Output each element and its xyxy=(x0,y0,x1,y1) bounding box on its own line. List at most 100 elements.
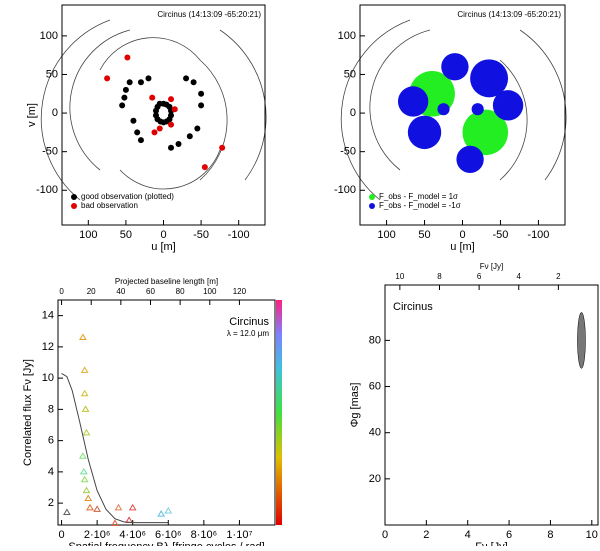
x-tick-label: -100 xyxy=(527,229,549,241)
x-tick-label: 6·10⁶ xyxy=(155,529,182,541)
point xyxy=(82,486,91,494)
x2-axis-label: Projected baseline length [m] xyxy=(115,277,218,286)
point xyxy=(137,137,144,144)
legend-marker xyxy=(369,203,375,209)
annotation: Circinus xyxy=(393,301,433,313)
point xyxy=(121,94,128,101)
y-tick-label: -100 xyxy=(36,184,58,196)
point xyxy=(122,86,129,93)
colorbar xyxy=(276,300,282,525)
annotation: Circinus xyxy=(229,316,269,328)
legend-marker xyxy=(369,194,375,200)
point xyxy=(168,144,175,151)
legend-label: bad observation xyxy=(81,201,138,210)
point xyxy=(79,467,88,475)
point xyxy=(183,75,190,82)
y-axis-label: Correlated flux Fν [Jy] xyxy=(22,359,34,466)
bubble xyxy=(397,86,429,117)
x2-tick-label: 20 xyxy=(87,287,96,296)
point xyxy=(114,503,123,511)
y-tick-label: 0 xyxy=(350,107,356,119)
point xyxy=(201,164,208,171)
point xyxy=(82,428,91,436)
plot-frame xyxy=(384,284,599,526)
model-curve xyxy=(61,373,169,524)
point xyxy=(80,389,89,397)
y-tick-label: 6 xyxy=(48,435,54,447)
x2-tick-label: 60 xyxy=(146,287,155,296)
point xyxy=(168,121,175,128)
point xyxy=(84,494,93,501)
x-tick-label: 0 xyxy=(459,229,465,241)
legend-label: F_obs - F_model = 1σ xyxy=(379,192,458,201)
point xyxy=(126,79,133,86)
point xyxy=(86,503,94,511)
x-tick-label: 4 xyxy=(465,529,471,541)
legend-label: F_obs - F_model = -1σ xyxy=(379,201,461,210)
point xyxy=(186,133,193,140)
chart-title: Circinus (14:13:09 -65:20:21) xyxy=(457,10,561,19)
y-tick-label: 20 xyxy=(369,473,381,485)
x-tick-label: 2·10⁶ xyxy=(84,529,111,541)
legend-marker xyxy=(71,194,77,200)
point xyxy=(137,79,144,86)
y-axis-label: v [m] xyxy=(26,103,38,127)
legend-label: good observation (plotted) xyxy=(81,192,174,201)
y-tick-label: 100 xyxy=(338,30,356,42)
bubble xyxy=(462,109,509,156)
point xyxy=(81,405,90,412)
x-tick-label: 50 xyxy=(418,229,430,241)
bubble xyxy=(471,103,484,116)
point xyxy=(128,503,137,511)
y-tick-label: 60 xyxy=(369,380,381,392)
point xyxy=(157,510,166,517)
x2-tick-label: 8 xyxy=(437,272,442,281)
x-tick-label: 50 xyxy=(120,229,132,241)
x2-tick-label: 4 xyxy=(517,272,522,281)
point xyxy=(219,144,226,151)
point xyxy=(149,94,156,101)
point xyxy=(151,129,158,136)
y-tick-label: 14 xyxy=(42,310,54,322)
x2-tick-label: 0 xyxy=(59,287,64,296)
x2-tick-label: 80 xyxy=(176,287,185,296)
x-tick-label: 4·10⁶ xyxy=(119,529,146,541)
point xyxy=(124,54,131,61)
point xyxy=(152,107,159,114)
y-tick-label: 2 xyxy=(48,497,54,509)
point xyxy=(119,102,126,109)
legend-marker xyxy=(71,203,77,209)
bubble xyxy=(437,103,450,116)
bubble xyxy=(456,145,484,174)
x-tick-label: 6 xyxy=(506,529,512,541)
x-tick-label: -50 xyxy=(193,229,209,241)
bubble xyxy=(492,90,524,121)
plot-frame xyxy=(57,299,276,526)
y-tick-label: 80 xyxy=(369,334,381,346)
y-tick-label: 0 xyxy=(52,107,58,119)
point xyxy=(80,475,89,483)
y-tick-label: 12 xyxy=(42,341,54,353)
point xyxy=(168,112,175,119)
x-tick-label: 8 xyxy=(547,529,553,541)
y-tick-label: 100 xyxy=(40,30,58,42)
x-tick-label: 0 xyxy=(160,229,166,241)
x-tick-label: 1·10⁷ xyxy=(226,529,252,541)
x-tick-label: 2 xyxy=(423,529,429,541)
x-tick-label: 100 xyxy=(377,229,395,241)
bubble xyxy=(441,53,469,81)
point xyxy=(130,117,137,124)
x2-tick-label: 6 xyxy=(477,272,482,281)
x-tick-label: 0 xyxy=(58,529,64,541)
x2-tick-label: 40 xyxy=(116,287,125,296)
x2-tick-label: 2 xyxy=(556,272,561,281)
point xyxy=(156,125,163,132)
y-tick-label: 50 xyxy=(46,68,58,80)
y-tick-label: -100 xyxy=(334,184,356,196)
point xyxy=(164,506,173,514)
x-axis-label: u [m] xyxy=(151,241,175,253)
x-axis-label: u [m] xyxy=(450,241,474,253)
point xyxy=(125,516,134,523)
chart-title: Circinus (14:13:09 -65:20:21) xyxy=(157,10,261,19)
